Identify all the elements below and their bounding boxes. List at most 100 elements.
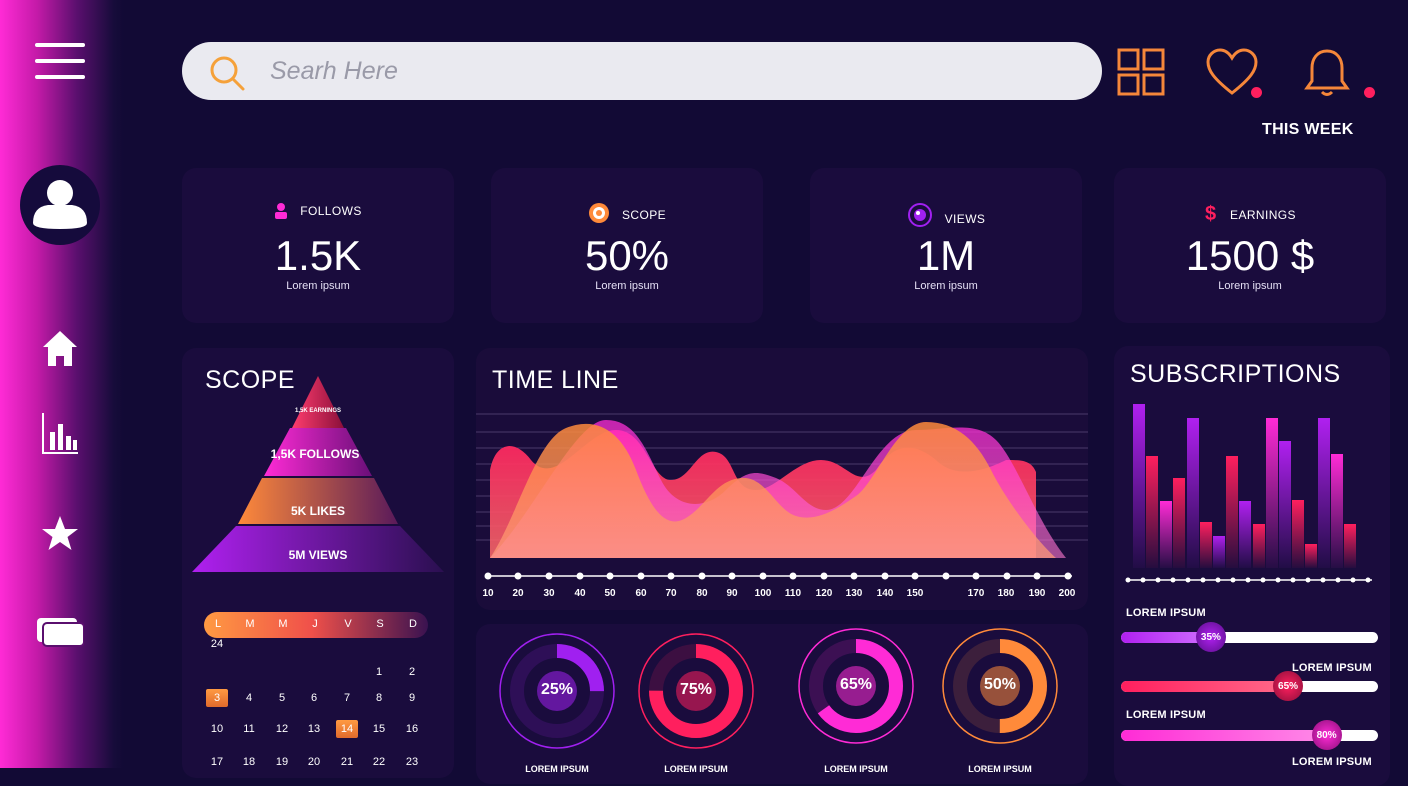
timeline-tick-label: 50	[604, 588, 616, 599]
weekday-label: V	[344, 618, 352, 630]
scope-pyramid	[192, 376, 444, 572]
stat-sub: Lorem ipsum	[914, 280, 978, 292]
progress-ring-label: LOREM IPSUM	[824, 764, 888, 774]
stat-card-earnings: $ EARNINGS 1500 $ Lorem ipsum	[1114, 168, 1386, 323]
scope-icon	[588, 203, 609, 223]
timeline-tick-label: 20	[512, 588, 524, 599]
subscriptions-bars	[1133, 404, 1356, 568]
slider-fill	[1121, 681, 1289, 692]
timeline-tick-label: 170	[967, 588, 985, 599]
calendar-day[interactable]: 17	[210, 756, 224, 768]
stat-value: 1M	[916, 232, 976, 279]
timeline-tick-label: 120	[815, 588, 833, 599]
calendar-day[interactable]: 3	[206, 689, 228, 707]
slider-knob[interactable]: 65%	[1273, 671, 1304, 701]
cards-icon[interactable]	[36, 608, 85, 656]
calendar-day[interactable]: 19	[275, 756, 289, 768]
slider-label: LOREM IPSUM	[1292, 756, 1372, 768]
calendar-day[interactable]: 1	[375, 666, 383, 678]
subscriptions-axis	[1125, 577, 1372, 583]
calendar-day[interactable]: 22	[372, 756, 386, 768]
slider-fill	[1121, 632, 1211, 643]
pyramid-level-2: 1,5K FOLLOWS	[270, 447, 360, 461]
calendar-day[interactable]: 12	[275, 723, 289, 735]
grid-icon[interactable]	[1117, 48, 1167, 103]
heart-icon[interactable]	[1205, 48, 1259, 103]
timeline-tick-label: 110	[784, 588, 802, 599]
calendar-day[interactable]: 24	[210, 638, 224, 650]
user-icon[interactable]	[20, 165, 100, 245]
calendar-day[interactable]: 11	[243, 723, 255, 735]
progress-ring	[499, 633, 615, 749]
progress-ring-label: LOREM IPSUM	[525, 764, 589, 774]
weekday-label: M	[245, 618, 255, 630]
stat-label: SCOPE	[621, 208, 666, 222]
progress-ring-arc	[649, 644, 743, 738]
home-icon[interactable]	[36, 326, 84, 374]
calendar-day[interactable]: 13	[307, 723, 321, 735]
chart-icon[interactable]	[36, 410, 84, 458]
calendar: L M M J V S D 1 2 3 4 5 6 7 8 9 10 11 12 13 14 15 16 17 1…	[204, 612, 428, 768]
heart-notification-dot	[1251, 87, 1262, 98]
progress-ring	[638, 633, 754, 749]
slider-label: LOREM IPSUM	[1292, 662, 1372, 674]
scope-title: SCOPE	[205, 366, 296, 394]
bell-icon[interactable]	[1303, 48, 1351, 103]
timeline-tick-label: 90	[726, 588, 738, 599]
stat-label: VIEWS	[944, 212, 986, 226]
stat-label: EARNINGS	[1230, 208, 1296, 222]
bell-notification-dot	[1364, 87, 1375, 98]
progress-ring-arc	[953, 639, 1047, 733]
stat-sub: Lorem ipsum	[595, 280, 659, 292]
calendar-day[interactable]: 6	[310, 692, 318, 704]
weekday-label: L	[214, 618, 222, 630]
weekday-label: D	[409, 618, 417, 630]
stat-value: 1.5K	[274, 232, 362, 279]
slider-fill	[1121, 730, 1327, 741]
calendar-day[interactable]: 4	[245, 692, 253, 704]
pyramid-level-1: 1,5K EARNINGS	[294, 408, 341, 414]
slider-track[interactable]: 35%	[1121, 622, 1378, 652]
svg-text:$: $	[1205, 203, 1217, 224]
stat-sub: Lorem ipsum	[1218, 280, 1282, 292]
stat-card-follows: FOLLOWS 1.5K Lorem ipsum	[182, 168, 454, 323]
calendar-day[interactable]: 5	[278, 692, 286, 704]
calendar-header: L M M J V S D	[204, 612, 428, 638]
search-bar[interactable]: Searh Here	[182, 42, 1102, 100]
slider-label: LOREM IPSUM	[1126, 607, 1206, 619]
timeline-tick-label: 190	[1028, 588, 1046, 599]
dollar-icon: $	[1205, 203, 1217, 225]
timeline-chart	[476, 413, 1088, 580]
slider-track[interactable]: 80%	[1121, 720, 1378, 750]
calendar-day[interactable]: 7	[343, 692, 351, 704]
calendar-day[interactable]: 16	[405, 723, 419, 735]
calendar-day[interactable]: 10	[210, 723, 224, 735]
calendar-day[interactable]: 14	[336, 720, 358, 738]
slider-label: LOREM IPSUM	[1126, 709, 1206, 721]
calendar-day[interactable]: 9	[408, 692, 416, 704]
stat-value: 50%	[584, 232, 670, 279]
progress-ring-arc	[510, 644, 604, 738]
calendar-day[interactable]: 18	[242, 756, 256, 768]
slider-track[interactable]: 65%	[1121, 671, 1378, 701]
menu-icon[interactable]	[35, 43, 85, 83]
calendar-day[interactable]: 21	[340, 756, 354, 768]
follows-icon	[275, 203, 288, 219]
stat-value: 1500 $	[1185, 232, 1315, 279]
progress-ring-value: 75%	[679, 681, 713, 698]
timeline-tick-label: 100	[754, 588, 772, 599]
star-icon[interactable]	[36, 510, 84, 558]
slider-knob[interactable]: 35%	[1195, 622, 1226, 652]
search-input[interactable]: Searh Here	[270, 57, 398, 85]
progress-ring	[942, 628, 1058, 744]
progress-ring	[798, 628, 914, 744]
slider-knob[interactable]: 80%	[1311, 720, 1342, 750]
weekday-label: M	[278, 618, 288, 630]
search-icon[interactable]	[207, 53, 247, 93]
views-icon	[907, 203, 932, 227]
calendar-day[interactable]: 2	[408, 666, 416, 678]
calendar-day[interactable]: 8	[375, 692, 383, 704]
calendar-day[interactable]: 23	[405, 756, 419, 768]
calendar-day[interactable]: 20	[307, 756, 321, 768]
calendar-day[interactable]: 15	[372, 723, 386, 735]
